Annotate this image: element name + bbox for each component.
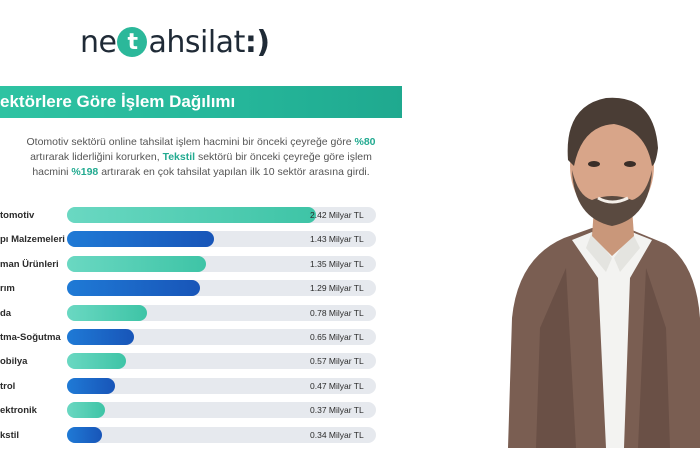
bar	[67, 426, 102, 443]
bar-category-label: da	[0, 307, 12, 319]
chart-title: ektörlere Göre İşlem Dağılımı	[0, 92, 236, 111]
bar-track	[67, 207, 376, 223]
desc-text-1: Otomotiv sektörü online tahsilat işlem h…	[26, 136, 355, 148]
logo-text-prefix: ne	[80, 24, 117, 60]
bar	[67, 231, 214, 248]
bar-value-label: 1.35 Milyar TL	[310, 258, 364, 269]
bar-row: da 0.78 Milyar TL	[0, 302, 380, 326]
bar-track	[67, 304, 376, 321]
bar-category-label: tomotiv	[0, 210, 35, 221]
desc-text-3: sektörü bir önceki çeyreğe göre işlem ha…	[32, 151, 372, 178]
bar-row: kstil 0.34 Milyar TL	[0, 424, 380, 448]
bar	[67, 329, 134, 345]
desc-highlight-tekstil: Tekstil	[162, 151, 196, 163]
bar-row: rım 1.29 Milyar TL	[0, 277, 380, 301]
bar-row: man Ürünleri 1.35 Milyar TL	[0, 253, 380, 277]
bar	[67, 255, 206, 272]
bar-track	[67, 377, 376, 394]
bar-row: pı Malzemeleri 1.43 Milyar TL	[0, 228, 380, 252]
bar-category-label: trol	[0, 380, 16, 392]
netahsilat-logo: ne t ahsilat :)	[80, 22, 270, 62]
bar	[67, 353, 126, 370]
bar-value-label: 0.37 Milyar TL	[310, 405, 364, 416]
bar	[67, 402, 105, 419]
bar-category-label: ektronik	[0, 405, 37, 417]
bar-value-label: 1.43 Milyar TL	[310, 234, 364, 245]
bar-value-label: 0.65 Milyar TL	[310, 332, 364, 342]
bar-value-label: 0.34 Milyar TL	[310, 429, 364, 440]
bar-track	[67, 231, 376, 248]
bar-category-label: kstil	[0, 429, 20, 441]
desc-text-4: artırarak en çok tahsilat yapılan ilk 10…	[98, 166, 370, 178]
desc-highlight-198: %198	[71, 166, 99, 178]
bar-track	[67, 426, 376, 443]
bar-category-label: man Ürünleri	[0, 258, 59, 270]
bar-value-label: 2.42 Milyar TL	[310, 210, 364, 220]
desc-highlight-80: %80	[354, 136, 376, 148]
bar-row: obilya 0.57 Milyar TL	[0, 350, 380, 374]
bar	[67, 377, 115, 394]
logo-t-circle-icon: t	[117, 27, 148, 57]
logo-text-suffix: ahsilat	[148, 24, 245, 60]
bar-row: tma-Soğutma 0.65 Milyar TL	[0, 326, 380, 350]
bar-track	[67, 329, 376, 345]
chart-title-banner: ektörlere Göre İşlem Dağılımı	[0, 86, 402, 118]
bar-value-label: 1.29 Milyar TL	[310, 283, 364, 294]
bar-track	[67, 255, 376, 272]
bar-track	[67, 402, 376, 419]
bar	[67, 207, 316, 223]
bar-track	[67, 280, 376, 297]
chart-description: Otomotiv sektörü online tahsilat işlem h…	[20, 135, 382, 180]
logo-smile: :)	[244, 24, 270, 60]
bar-category-label: rım	[0, 283, 15, 295]
person-portrait-illustration	[508, 97, 700, 448]
bar-category-label: obilya	[0, 356, 28, 368]
bar-row: ektronik 0.37 Milyar TL	[0, 399, 380, 423]
bar-category-label: pı Malzemeleri	[0, 234, 65, 246]
bar-value-label: 0.78 Milyar TL	[310, 307, 364, 318]
bar-value-label: 0.47 Milyar TL	[310, 380, 364, 391]
bar-track	[67, 353, 376, 370]
bar	[67, 304, 147, 321]
desc-text-2: artırarak liderliğini korurken,	[30, 151, 163, 163]
bar-category-label: tma-Soğutma	[0, 332, 61, 343]
bar-row: trol 0.47 Milyar TL	[0, 375, 380, 399]
bar	[67, 280, 200, 297]
bar-row: tomotiv 2.42 Milyar TL	[0, 204, 380, 228]
person-portrait	[506, 68, 700, 448]
bar-value-label: 0.57 Milyar TL	[310, 356, 364, 367]
